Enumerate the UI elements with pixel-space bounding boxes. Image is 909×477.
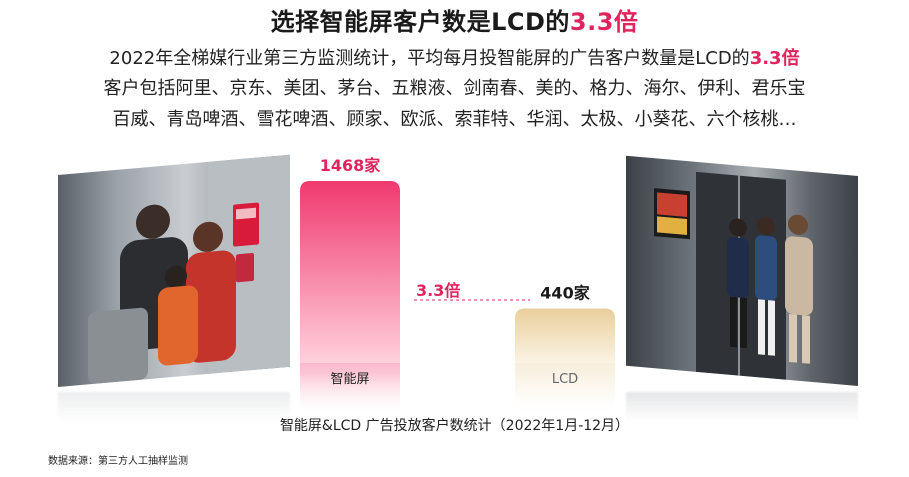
- title-main: 选择智能屏客户数是LCD的: [270, 8, 570, 36]
- right-photo-reflection: [626, 392, 858, 422]
- title-accent: 3.3倍: [569, 8, 639, 36]
- category-label-lcd: LCD: [552, 372, 578, 387]
- summary-line-1-main: 2022年全梯媒行业第三方监测统计，平均每月投智能屏的广告客户数量是LCD的: [109, 48, 750, 69]
- elevator-family-illustration: [88, 154, 290, 384]
- ratio-label: 3.3倍: [416, 281, 460, 300]
- value-label-lcd: 440家: [540, 283, 590, 302]
- category-label-smart-screen: 智能屏: [330, 372, 369, 387]
- bar-reflection-fade: [298, 373, 402, 413]
- summary-line-2: 客户包括阿里、京东、美团、茅台、五粮液、剑南春、美的、格力、海尔、伊利、君乐宝: [103, 78, 806, 99]
- page-title: 选择智能屏客户数是LCD的3.3倍: [0, 6, 909, 38]
- value-label-smart-screen: 1468家: [320, 156, 382, 175]
- bar-reflection-fade: [513, 373, 617, 413]
- elevator-photo-left: [58, 154, 290, 387]
- summary-line-1: 2022年全梯媒行业第三方监测统计，平均每月投智能屏的广告客户数量是LCD的3.…: [0, 45, 909, 73]
- bar-smart-screen: [300, 181, 400, 363]
- data-source-note: 数据来源：第三方人工抽样监测: [48, 456, 188, 467]
- chart-caption: 智能屏&LCD 广告投放客户数统计（2022年1月-12月）: [279, 418, 630, 434]
- left-photo-reflection: [58, 392, 290, 422]
- bar-lcd: [515, 308, 615, 363]
- summary-line-1-accent: 3.3倍: [749, 48, 800, 69]
- summary-line-3: 百威、青岛啤酒、雪花啤酒、顾家、欧派、索菲特、华润、太极、小葵花、六个核桃…: [112, 109, 797, 130]
- elevator-business-illustration: [654, 171, 813, 380]
- elevator-photo-right: [626, 155, 858, 386]
- customer-count-chart: 1468家智能屏 440家 LCD 3.3倍: [290, 148, 626, 418]
